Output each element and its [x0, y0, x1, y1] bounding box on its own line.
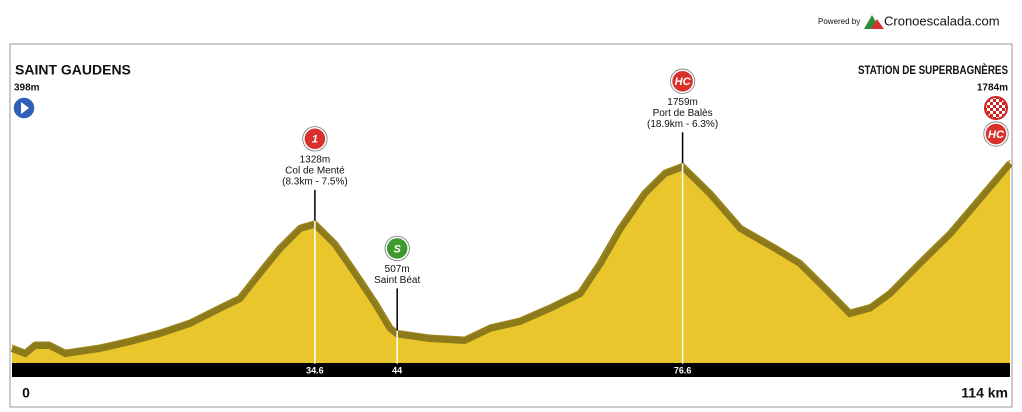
start-arrow: [21, 102, 29, 114]
climb-name: Saint Béat: [374, 275, 420, 286]
badge-ring: [384, 235, 410, 262]
x-tick-label: 76.6: [674, 365, 692, 375]
powered-by: Powered by: [818, 17, 860, 26]
profile-ridge: [10, 161, 1013, 358]
x-tick-label: 114 km: [961, 385, 1008, 401]
climb-elevation: 1328m: [300, 154, 331, 165]
climb-detail: (8.3km - 7.5%): [282, 176, 348, 187]
badge-label: 1: [312, 134, 318, 146]
x-tick-label: 34.6: [306, 365, 324, 375]
start-elevation: 398m: [14, 83, 40, 94]
x-tick-label: 0: [22, 385, 30, 401]
climb-badge: [303, 127, 327, 151]
badge-label: S: [394, 243, 402, 255]
climb-detail: (18.9km - 6.3%): [647, 119, 718, 130]
brand[interactable]: Cronoescalada.com: [884, 13, 1000, 28]
climb-elevation: 507m: [385, 264, 410, 275]
profile-area: [12, 159, 1010, 363]
finish-name: STATION DE SUPERBAGNÈRES: [858, 62, 1008, 77]
distance-bar: [12, 363, 1010, 377]
x-tick-label: 44: [392, 365, 402, 375]
finish-elevation: 1784m: [977, 83, 1008, 94]
profile-edge: [11, 159, 1011, 351]
start-name: SAINT GAUDENS: [15, 62, 131, 78]
badge-label: HC: [675, 76, 692, 88]
badge-ring: [302, 126, 328, 152]
climb-name: Col de Menté: [285, 165, 345, 176]
climb-badge: [385, 236, 409, 261]
climb-badge: [670, 69, 695, 94]
brand-logo: [864, 15, 884, 29]
climb-name: Port de Balès: [653, 108, 713, 119]
finish-icon: [984, 96, 1008, 120]
climb-elevation: 1759m: [667, 97, 698, 108]
climb-badge: [984, 122, 1008, 146]
badge-ring: [669, 68, 696, 94]
badge-ring: [983, 121, 1009, 147]
badge-label: HC: [988, 129, 1005, 141]
